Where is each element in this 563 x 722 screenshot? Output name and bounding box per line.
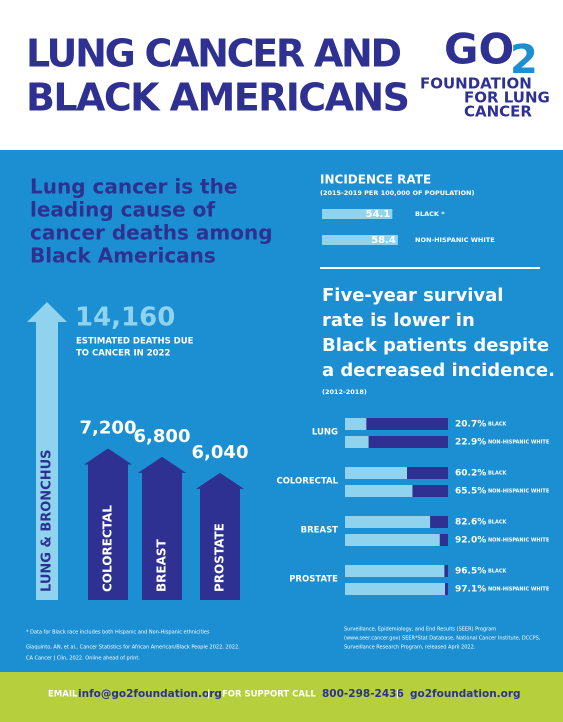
cancer-name: BREAST — [301, 526, 339, 536]
arrow-label: LUNG & BRONCHUS — [40, 449, 55, 592]
value-label: 22.9% — [455, 438, 486, 448]
value-label: 6,040 — [192, 442, 249, 463]
survival-heading: Five-year survival — [322, 285, 503, 306]
caption: TO CANCER IN 2022 — [76, 349, 170, 359]
value-label: 92.0% — [455, 536, 486, 546]
arrow — [138, 456, 186, 600]
footer-separator: | — [207, 690, 210, 700]
footer-email: info@go2foundation.org — [78, 688, 222, 700]
survival-bar — [345, 485, 413, 497]
arrow — [27, 302, 67, 600]
arrow-label: COLORECTAL — [101, 505, 115, 592]
value-label: 65.5% — [455, 487, 486, 497]
footer-bg — [0, 672, 563, 722]
group-label: BLACK * — [415, 210, 445, 218]
section-subtitle: (2015-2019 PER 100,000 OF POPULATION) — [320, 189, 474, 197]
footer-phone: 800-298-2436 — [322, 688, 404, 700]
survival-bar — [345, 565, 445, 577]
value-label: 82.6% — [455, 518, 486, 528]
logo: 2 — [510, 37, 538, 83]
group-label: NON-HISPANIC WHITE — [488, 538, 550, 544]
value-label: 96.5% — [455, 567, 486, 577]
group-label: NON-HISPANIC WHITE — [488, 489, 550, 495]
footnote: * Data for Black race includes both Hisp… — [26, 630, 210, 636]
group-label: NON-HISPANIC WHITE — [488, 440, 550, 446]
footer-website: go2foundation.org — [410, 688, 521, 700]
headline: Lung cancer is the — [30, 175, 237, 199]
title: LUNG CANCER AND — [26, 32, 402, 76]
group-label: NON-HISPANIC WHITE — [415, 236, 495, 244]
value-label: 7,200 — [80, 417, 137, 438]
footnote: CA Cancer J Clin, 2022. Online ahead of … — [26, 656, 140, 662]
value-label: 6,800 — [134, 426, 191, 447]
logo: CANCER — [464, 103, 532, 121]
period: (2012-2018) — [322, 388, 367, 396]
survival-bar — [345, 534, 440, 546]
footnote: Giaquinto, AN, et al., Cancer Statistics… — [26, 645, 240, 651]
header-bg — [0, 0, 563, 150]
survival-heading: rate is lower in — [322, 310, 475, 331]
footnote: Surveillance Research Program, released … — [344, 645, 476, 651]
value-label: 20.7% — [455, 420, 486, 430]
group-label: BLACK — [488, 471, 508, 477]
caption: ESTIMATED DEATHS DUE — [76, 337, 194, 347]
logo: FOUNDATION — [420, 75, 532, 93]
group-label: BLACK — [488, 520, 508, 526]
section-title: INCIDENCE RATE — [320, 173, 431, 187]
survival-bar — [345, 418, 367, 430]
group-label: NON-HISPANIC WHITE — [488, 587, 550, 593]
arrow-label: PROSTATE — [213, 523, 227, 592]
headline: Black Americans — [30, 244, 216, 268]
value-label: 54.1 — [366, 209, 391, 220]
survival-track — [345, 418, 448, 430]
footnote: (www.seer.cancer.gov) SEER*Stat Database… — [344, 636, 541, 642]
value-label: 60.2% — [455, 469, 486, 479]
incidence-bar — [322, 209, 393, 219]
logo: FOR LUNG — [464, 89, 550, 107]
logo: GO — [444, 25, 514, 74]
headline: leading cause of — [30, 198, 215, 222]
group-label: BLACK — [488, 569, 508, 575]
survival-bar — [345, 436, 369, 448]
group-label: BLACK — [488, 422, 508, 428]
footer-email-label: EMAIL — [48, 690, 78, 700]
cancer-name: PROSTATE — [289, 575, 338, 585]
footer-separator: | — [396, 690, 399, 700]
footer-support-label: FOR SUPPORT CALL — [222, 690, 316, 700]
survival-heading: Black patients despite — [322, 335, 549, 356]
value-label: 97.1% — [455, 585, 486, 595]
value-label: 14,160 — [75, 303, 175, 333]
cancer-name: LUNG — [312, 428, 338, 438]
survival-track — [345, 436, 448, 448]
value-label: 58.4 — [371, 235, 396, 246]
survival-bar — [345, 467, 408, 479]
headline: cancer deaths among — [30, 221, 273, 245]
arrow — [196, 472, 244, 600]
arrow-label: BREAST — [155, 538, 169, 592]
incidence-bar — [322, 235, 398, 245]
arrow — [84, 448, 132, 600]
survival-bar — [345, 583, 446, 595]
title: BLACK AMERICANS — [26, 76, 410, 120]
cancer-name: COLORECTAL — [276, 477, 338, 487]
footnote: Surveillance, Epidemiology, and End Resu… — [344, 627, 496, 633]
survival-heading: a decreased incidence. — [322, 360, 555, 381]
survival-bar — [345, 516, 431, 528]
